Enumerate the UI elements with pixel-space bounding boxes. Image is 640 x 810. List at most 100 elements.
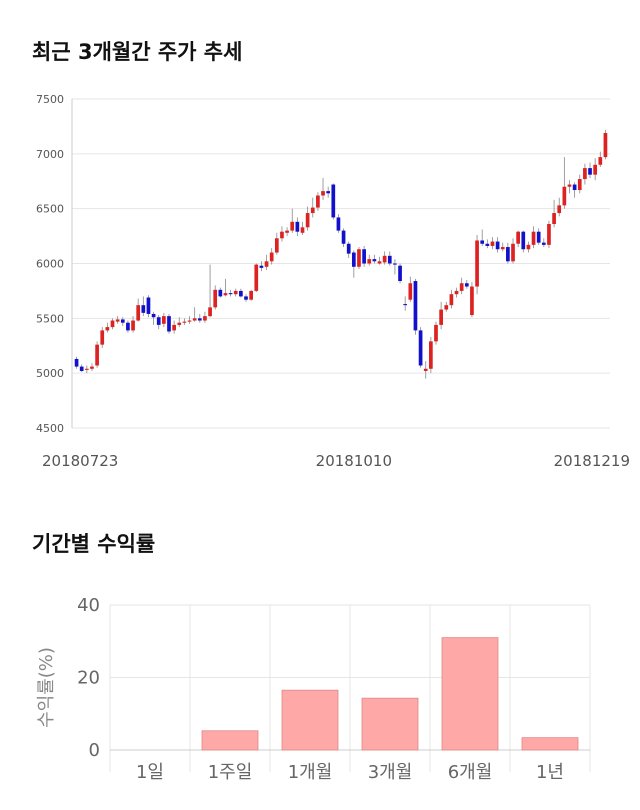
y-tick-label: 20	[77, 668, 100, 689]
candle-body	[362, 249, 366, 264]
candle-body	[182, 321, 187, 323]
candle-body	[500, 247, 505, 250]
candle-body	[408, 283, 413, 300]
candle-body	[100, 330, 105, 345]
candle-body	[197, 318, 202, 321]
candle-body	[223, 293, 228, 296]
candle-body	[429, 341, 433, 369]
candle-body	[239, 290, 243, 297]
candle-body	[310, 207, 315, 214]
candle-body	[598, 157, 603, 165]
candle-body	[162, 316, 166, 324]
candle-body	[192, 318, 197, 321]
candle-body	[203, 316, 207, 321]
candle-body	[218, 289, 223, 297]
candle-body	[233, 290, 238, 295]
candle-body	[285, 230, 289, 233]
candle-body	[79, 366, 84, 371]
candle-body	[259, 265, 264, 268]
candle-body	[387, 255, 392, 264]
candle-body	[254, 264, 259, 291]
candle-body	[490, 241, 495, 246]
candle-body	[90, 366, 94, 369]
x-tick-label: 20181219	[554, 452, 630, 470]
candle-body	[167, 316, 171, 332]
x-tick-label: 1주일	[208, 762, 253, 783]
candle-body	[377, 261, 382, 264]
candle-body	[269, 252, 274, 262]
y-tick-label: 7000	[36, 148, 64, 161]
price-trend-chart: 4500 5000 5500 6000 6500 7000 7500 20180723 201…	[36, 93, 630, 470]
candle-body	[141, 305, 146, 313]
candle-body	[156, 317, 161, 325]
candle-body	[336, 217, 341, 231]
candle-body	[593, 164, 598, 175]
candle-body	[547, 224, 551, 245]
candle-body	[567, 184, 572, 187]
y-axis-label: 수익률(%)	[36, 647, 57, 728]
period-return-chart: 0 20 40 1일 1주일 1개월 3개월 6개월 1년 수익률(%)	[36, 595, 591, 783]
candle-body	[541, 242, 546, 245]
candle-body	[341, 230, 346, 244]
candle-body	[326, 191, 331, 194]
x-tick-label: 20181010	[316, 452, 392, 470]
candle-body	[531, 231, 536, 245]
candle-body	[151, 313, 156, 318]
candle-body	[131, 320, 135, 331]
candle-body	[74, 358, 79, 367]
y-tick-label: 40	[77, 595, 100, 616]
candle-body	[552, 213, 556, 225]
candle-body	[480, 240, 485, 244]
candle-body	[382, 255, 387, 263]
candle-body	[536, 231, 541, 243]
candle-body	[110, 320, 115, 328]
candle-body	[290, 221, 295, 231]
candle-body	[557, 205, 562, 214]
candle-body	[331, 184, 336, 218]
candle-body	[398, 265, 402, 282]
candle-body	[208, 307, 212, 317]
candle-body	[213, 289, 218, 308]
price-trend-title: 최근 3개월간 주가 추세	[32, 40, 243, 64]
return-bar	[281, 689, 339, 751]
candle-body	[244, 296, 248, 300]
candle-body	[357, 249, 361, 267]
candle-body	[300, 227, 305, 233]
candle-body	[506, 247, 510, 262]
candle-body	[172, 324, 176, 331]
candle-body	[521, 231, 526, 250]
candle-body	[187, 320, 192, 322]
y-tick-label: 0	[89, 740, 100, 761]
return-bar	[361, 697, 419, 751]
x-tick-label: 6개월	[448, 762, 493, 783]
candle-body	[295, 221, 300, 232]
candle-body	[454, 290, 459, 295]
return-bar	[201, 730, 259, 751]
candle-body	[464, 283, 469, 287]
candle-body	[264, 261, 269, 267]
y-tick-label: 6500	[36, 203, 64, 216]
candle-body	[485, 243, 490, 246]
y-tick-label: 4500	[36, 422, 64, 435]
y-tick-label: 5000	[36, 367, 64, 380]
candle-body	[444, 305, 449, 310]
candle-body	[305, 213, 310, 228]
candle-body	[120, 319, 125, 323]
candle-body	[280, 231, 284, 239]
candle-body	[562, 186, 567, 206]
candle-body	[403, 304, 408, 306]
candle-body	[434, 324, 438, 342]
candle-body	[393, 263, 397, 265]
x-tick-label: 1개월	[288, 762, 333, 783]
candle-body	[603, 132, 608, 158]
candle-body	[475, 240, 479, 287]
x-tick-label: 3개월	[368, 762, 413, 783]
candle-body	[321, 191, 325, 196]
candle-body	[136, 305, 141, 321]
candle-body	[413, 281, 418, 331]
candle-body	[126, 322, 130, 331]
candle-body	[372, 259, 377, 262]
candle-body	[105, 327, 110, 331]
candle-body	[423, 368, 428, 371]
x-tick-label: 1년	[536, 762, 564, 783]
